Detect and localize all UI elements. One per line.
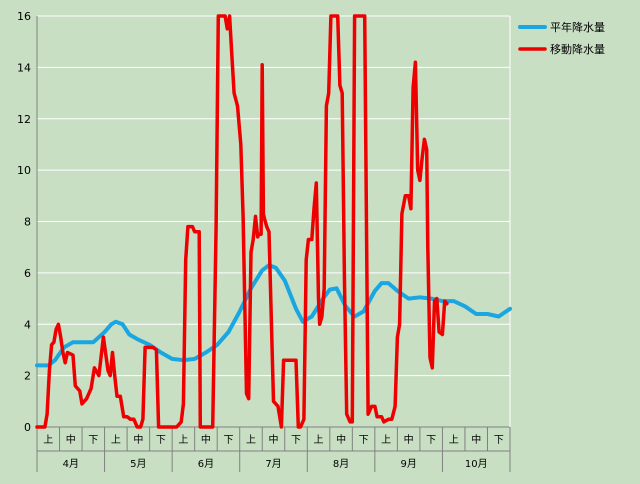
x-subperiod-label-12: 上	[314, 434, 324, 446]
y-tick-label-10: 10	[17, 164, 31, 177]
x-month-labels: 4月 5月 6月 7月 8月 9月 10月	[63, 458, 488, 470]
series-lines	[35, 14, 512, 429]
x-month-label-6: 10月	[465, 458, 488, 470]
x-subperiod-label-17: 下	[426, 435, 436, 446]
x-subperiod-label-11: 下	[291, 435, 301, 446]
x-month-label-0: 4月	[63, 458, 79, 470]
x-month-label-5: 9月	[400, 458, 416, 470]
x-subperiod-label-4: 中	[133, 433, 143, 446]
x-subperiod-label-10: 中	[269, 433, 279, 446]
y-tick-labels: 0 2 4 6 8 10 12 14 16	[17, 10, 31, 434]
x-subperiod-label-18: 上	[449, 434, 459, 446]
series-line-0	[35, 263, 512, 368]
legend-label-0: 平年降水量	[550, 20, 605, 34]
x-subperiod-label-19: 中	[471, 433, 481, 446]
x-subperiod-label-3: 上	[111, 434, 121, 446]
x-subperiod-labels: 上中下上中下上中下上中下上中下上中下上中下	[43, 433, 503, 446]
x-subperiod-label-20: 下	[494, 435, 504, 446]
x-subperiod-label-15: 上	[381, 434, 391, 446]
y-tick-label-16: 16	[17, 10, 31, 23]
legend-label-1: 移動降水量	[550, 42, 605, 56]
x-subperiod-label-1: 中	[66, 433, 76, 446]
x-month-label-2: 6月	[198, 458, 214, 470]
x-subperiod-label-13: 中	[336, 433, 346, 446]
x-subperiod-label-9: 上	[246, 434, 256, 446]
x-month-label-1: 5月	[130, 458, 146, 470]
x-month-label-4: 8月	[333, 458, 349, 470]
x-category-dividers	[36, 427, 511, 472]
y-tick-label-6: 6	[24, 267, 31, 280]
y-tick-label-14: 14	[17, 61, 31, 74]
x-subperiod-label-8: 下	[223, 435, 233, 446]
y-tick-label-4: 4	[24, 318, 31, 331]
y-tick-label-12: 12	[17, 113, 31, 126]
x-subperiod-label-14: 下	[359, 435, 369, 446]
series-line-1	[35, 14, 449, 429]
x-subperiod-label-7: 中	[201, 433, 211, 446]
y-tick-label-2: 2	[24, 370, 31, 383]
y-tick-label-0: 0	[24, 421, 31, 434]
x-subperiod-label-2: 下	[88, 435, 98, 446]
x-subperiod-label-6: 上	[178, 434, 188, 446]
x-subperiod-label-0: 上	[43, 434, 53, 446]
y-tick-label-8: 8	[24, 216, 31, 229]
x-subperiod-label-5: 下	[156, 435, 166, 446]
x-month-label-3: 7月	[265, 458, 281, 470]
x-subperiod-label-16: 中	[404, 433, 414, 446]
